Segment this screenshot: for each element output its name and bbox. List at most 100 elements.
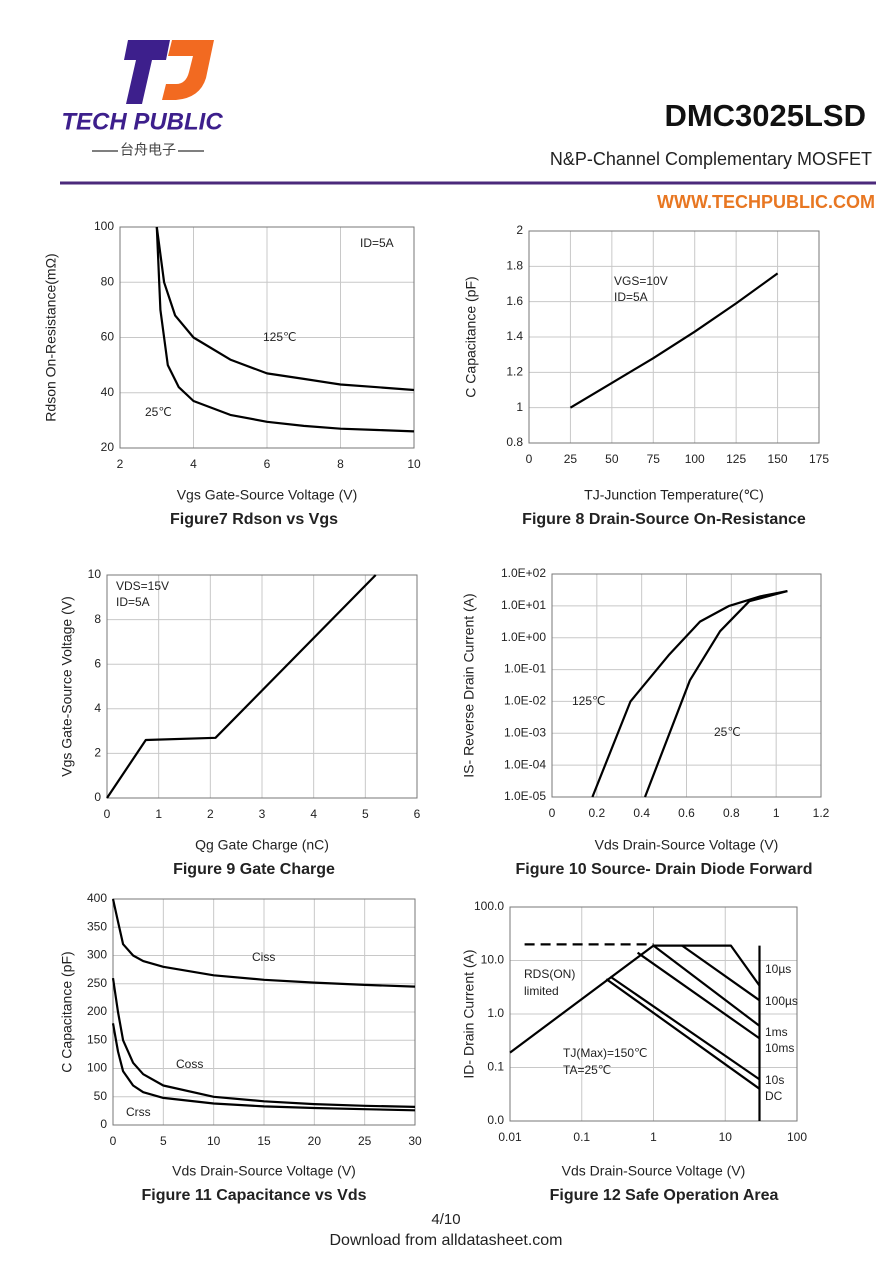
y-tick-label: 2 [516,223,523,237]
y-tick-label: 20 [101,440,115,454]
y-axis-label: C Capacitance (pF) [463,276,479,397]
logo: TECH PUBLIC 台舟电子 [61,40,223,158]
series-line [605,978,761,1090]
series-line [653,944,761,987]
annotation: RDS(ON) [524,967,575,981]
series-line [111,977,416,1108]
y-tick-label: 1 [516,400,523,414]
y-tick-label: 150 [87,1032,107,1046]
logo-text: TECH PUBLIC [61,108,223,135]
page-number: 4/10 [431,1211,460,1228]
x-tick-label: 2 [117,457,124,471]
y-tick-label: 1.2 [506,365,523,379]
x-axis-label: Vds Drain-Source Voltage (V) [595,837,779,853]
chart: 0 0.2 0.4 0.6 0.8 1 1.2 1.0E-05 1.0E-04 1.0E-03 1.… [461,566,830,878]
x-tick-label: 0 [526,452,533,466]
series-line [111,898,416,988]
plot-frame [119,226,415,449]
y-tick-label: 300 [87,948,107,962]
annotation: VDS=15V [116,579,169,593]
series-label: 10µs [765,962,791,976]
x-tick-label: 6 [414,807,421,821]
y-tick-label: 1.4 [506,329,523,343]
y-tick-label: 1.0E+00 [501,630,546,644]
part-number: DMC3025LSD [664,98,866,133]
series-line [643,590,788,798]
plot-frame [509,906,798,1122]
y-tick-label: 4 [94,701,101,715]
figure-caption: Figure 11 Capacitance vs Vds [142,1187,367,1204]
x-tick-label: 10 [207,1134,221,1148]
y-axis-label: C Capacitance (pF) [59,951,75,1072]
x-tick-label: 150 [768,452,788,466]
y-tick-label: 400 [87,891,107,905]
x-axis-label: Vds Drain-Source Voltage (V) [562,1163,746,1179]
annotation: limited [524,984,559,998]
y-tick-label: 1.0E-05 [504,789,546,803]
y-tick-label: 100 [87,1061,107,1075]
y-tick-label: 100.0 [474,899,504,913]
chart: 0 1 2 3 4 5 6 0 2 4 6 8 10 VDS=15V ID=5A Qg Gate Charge… [59,567,421,878]
x-tick-label: 100 [685,452,705,466]
x-tick-label: 0 [110,1134,117,1148]
plot-frame [551,573,822,798]
y-tick-label: 10.0 [481,953,505,967]
annotation: ID=5A [116,595,150,609]
y-tick-label: 80 [101,274,115,288]
x-tick-label: 175 [809,452,829,466]
y-tick-label: 1.0E+02 [501,566,546,580]
y-tick-label: 1.8 [506,259,523,273]
x-axis-label: Qg Gate Charge (nC) [195,837,329,853]
chart: 0.01 0.1 1 10 100 0.0 0.1 1.0 10.0 100.0 10µs 100µs… [461,899,808,1204]
series-label: 1ms [765,1025,788,1039]
plot-frame [106,574,418,799]
y-tick-label: 0.8 [506,435,523,449]
x-tick-label: 20 [308,1134,322,1148]
x-tick-label: 5 [160,1134,167,1148]
y-tick-label: 1.0E+01 [501,598,546,612]
plot-frame [112,898,416,1126]
y-axis-label: Rdson On-Resistance(mΩ) [43,253,59,421]
x-tick-label: 0.6 [678,806,695,820]
x-tick-label: 4 [190,457,197,471]
figure-caption: Figure7 Rdson vs Vgs [170,511,338,528]
series-line [681,944,761,1002]
y-axis-label: IS- Reverse Drain Current (A) [461,593,477,777]
series-label: Ciss [252,950,275,964]
y-tick-label: 0 [94,790,101,804]
x-tick-label: 0.4 [633,806,650,820]
y-tick-label: 0.1 [487,1060,504,1074]
x-tick-label: 0.2 [588,806,605,820]
chart: 0 25 50 75 100 125 150 175 0.8 1 1.2 1.4 1.6 1.8 2 VGS=… [463,223,830,528]
y-tick-label: 1.0E-01 [504,662,546,676]
plot-frame [528,230,820,444]
x-tick-label: 1 [650,1130,657,1144]
series-label: 125℃ [263,330,297,344]
x-tick-label: 10 [719,1130,733,1144]
x-tick-label: 0 [549,806,556,820]
series-line [155,226,415,392]
series-label: 125℃ [572,694,606,708]
annotation: ID=5A [360,236,394,250]
y-axis-label: ID- Drain Current (A) [461,949,477,1078]
y-tick-label: 1.0E-04 [504,757,546,771]
x-tick-label: 0.8 [723,806,740,820]
website: WWW.TECHPUBLIC.COM [657,192,875,212]
y-tick-label: 250 [87,976,107,990]
x-tick-label: 1 [155,807,162,821]
series-line [569,272,779,409]
series-line [652,944,761,1027]
series-line [111,1023,416,1112]
series-line [591,590,788,798]
x-tick-label: 5 [362,807,369,821]
logo-mark [162,40,214,100]
series-label: Coss [176,1057,203,1071]
series-label: 100µs [765,994,798,1008]
y-tick-label: 2 [94,746,101,760]
subtitle: N&P-Channel Complementary MOSFET [550,149,872,169]
y-tick-label: 200 [87,1004,107,1018]
x-tick-label: 0 [104,807,111,821]
x-tick-label: 25 [358,1134,372,1148]
y-tick-label: 60 [101,330,115,344]
figure-caption: Figure 10 Source- Drain Diode Forward [516,861,813,878]
